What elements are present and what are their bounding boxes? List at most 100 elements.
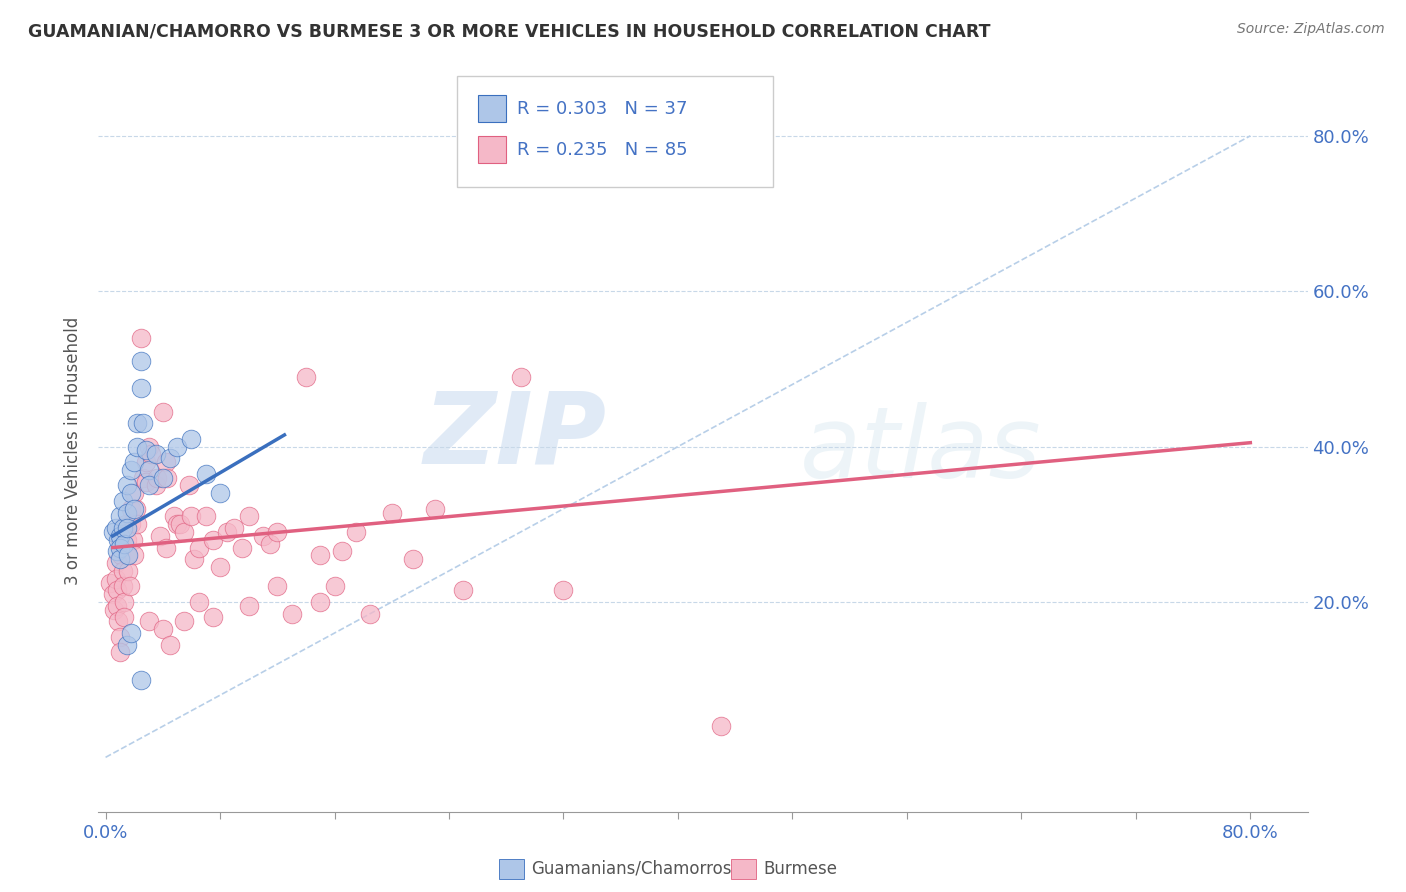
Point — [132, 417, 155, 431]
Point — [259, 537, 281, 551]
Point — [111, 579, 134, 593]
Point — [166, 440, 188, 454]
Point — [509, 369, 531, 384]
Text: GUAMANIAN/CHAMORRO VS BURMESE 3 OR MORE VEHICLES IN HOUSEHOLD CORRELATION CHART: GUAMANIAN/CHAMORRO VS BURMESE 3 OR MORE … — [28, 22, 991, 40]
Point — [710, 719, 733, 733]
Point — [105, 599, 128, 613]
Point — [252, 529, 274, 543]
Point — [201, 610, 224, 624]
Point — [149, 529, 172, 543]
Text: R = 0.303   N = 37: R = 0.303 N = 37 — [517, 100, 688, 118]
Point — [107, 533, 129, 547]
Point — [238, 599, 260, 613]
Point — [108, 630, 131, 644]
Point — [266, 579, 288, 593]
Point — [120, 486, 142, 500]
Point — [131, 381, 153, 395]
Point — [138, 463, 160, 477]
Point — [124, 501, 146, 516]
Point — [138, 478, 160, 492]
Point — [135, 443, 157, 458]
Point — [155, 541, 177, 555]
Point — [553, 583, 575, 598]
Point — [115, 533, 138, 547]
Point — [120, 501, 142, 516]
Point — [132, 470, 155, 484]
Point — [117, 549, 139, 563]
Point — [108, 533, 131, 547]
Point — [125, 440, 148, 454]
Point — [105, 583, 128, 598]
Point — [238, 509, 260, 524]
Point — [104, 556, 127, 570]
Text: Source: ZipAtlas.com: Source: ZipAtlas.com — [1237, 22, 1385, 37]
Point — [111, 564, 134, 578]
Point — [295, 369, 318, 384]
Point — [159, 451, 181, 466]
Point — [103, 603, 125, 617]
Point — [209, 486, 232, 500]
Point — [101, 587, 124, 601]
Point — [125, 517, 148, 532]
Point — [108, 645, 131, 659]
Text: atlas: atlas — [800, 402, 1042, 499]
Point — [183, 552, 205, 566]
Point — [112, 537, 135, 551]
Point — [187, 595, 209, 609]
Point — [107, 615, 129, 629]
Point — [194, 509, 217, 524]
Point — [115, 506, 138, 520]
Point — [280, 607, 302, 621]
Point — [138, 440, 160, 454]
Text: R = 0.235   N = 85: R = 0.235 N = 85 — [517, 141, 688, 159]
Point — [138, 615, 160, 629]
Point — [152, 622, 174, 636]
Point — [166, 517, 188, 532]
Point — [112, 595, 135, 609]
Point — [108, 529, 131, 543]
Point — [231, 541, 253, 555]
Point — [309, 595, 332, 609]
Text: Burmese: Burmese — [763, 860, 838, 878]
Point — [155, 455, 177, 469]
Point — [105, 544, 128, 558]
Point — [122, 486, 145, 500]
Point — [135, 475, 157, 489]
Y-axis label: 3 or more Vehicles in Household: 3 or more Vehicles in Household — [65, 317, 83, 584]
Point — [173, 615, 195, 629]
Point — [112, 610, 135, 624]
Point — [115, 638, 138, 652]
Point — [135, 455, 157, 469]
Point — [122, 549, 145, 563]
Point — [224, 521, 246, 535]
Point — [453, 583, 475, 598]
Point — [131, 673, 153, 687]
Point — [108, 541, 131, 555]
Point — [344, 524, 367, 539]
Point — [115, 549, 138, 563]
Point — [423, 501, 446, 516]
Point — [217, 524, 239, 539]
Point — [323, 579, 346, 593]
Point — [114, 517, 136, 532]
Point — [359, 607, 381, 621]
Point — [108, 509, 131, 524]
Point — [330, 544, 353, 558]
Point — [111, 521, 134, 535]
Point — [141, 447, 163, 461]
Point — [177, 478, 200, 492]
Point — [115, 521, 138, 535]
Point — [180, 432, 202, 446]
Point — [120, 463, 142, 477]
Point — [194, 467, 217, 481]
Point — [118, 579, 141, 593]
Point — [122, 455, 145, 469]
Point — [156, 470, 179, 484]
Point — [201, 533, 224, 547]
Point — [120, 626, 142, 640]
Point — [163, 509, 186, 524]
Point — [173, 524, 195, 539]
Point — [209, 560, 232, 574]
Point — [115, 478, 138, 492]
Point — [402, 552, 425, 566]
